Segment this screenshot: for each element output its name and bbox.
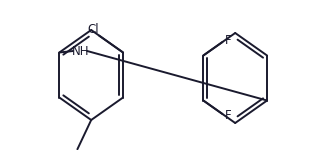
Text: F: F [225,34,232,47]
Text: Cl: Cl [88,23,99,36]
Text: NH: NH [71,45,89,57]
Text: F: F [225,109,232,122]
